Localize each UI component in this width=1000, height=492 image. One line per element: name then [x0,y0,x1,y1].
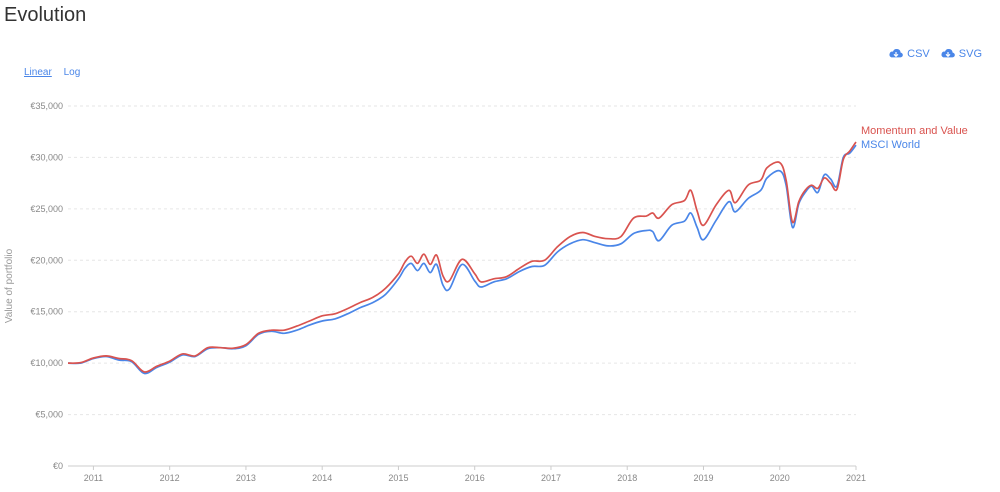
x-tick-label: 2014 [312,473,332,483]
download-svg-button[interactable]: SVG [940,48,982,60]
y-tick-label: €15,000 [30,307,63,317]
series-line-momentum-and-value [67,141,857,373]
x-tick-label: 2019 [693,473,713,483]
series-label-momentum-and-value: Momentum and Value [861,125,968,137]
x-tick-label: 2017 [541,473,561,483]
y-tick-label: €30,000 [30,152,63,162]
x-tick-label: 2021 [846,473,866,483]
x-tick-label: 2011 [84,473,103,483]
x-tick-label: 2012 [160,473,180,483]
download-toolbar: CSV SVG [888,48,982,60]
y-tick-label: €25,000 [30,204,63,214]
cloud-download-icon [941,48,955,58]
cloud-download-icon [889,48,903,58]
download-csv-button[interactable]: CSV [888,48,930,60]
series-label-msci-world: MSCI World [861,139,920,151]
y-tick-label: €5,000 [35,410,63,420]
x-tick-label: 2016 [465,473,485,483]
x-tick-label: 2020 [770,473,790,483]
scale-toggle: Linear Log [24,67,89,78]
y-tick-label: €20,000 [30,255,63,265]
download-svg-label: SVG [958,48,982,60]
y-tick-label: €35,000 [30,101,63,111]
x-tick-label: 2013 [236,473,256,483]
y-tick-label: €0 [53,461,63,471]
scale-linear-link[interactable]: Linear [24,67,52,78]
y-axis-title: Value of portfolio [4,248,15,323]
page-title: Evolution [4,4,87,26]
x-tick-label: 2018 [617,473,637,483]
x-tick-label: 2015 [388,473,408,483]
download-csv-label: CSV [907,48,930,60]
y-tick-label: €10,000 [30,358,63,368]
scale-log-link[interactable]: Log [63,67,81,78]
